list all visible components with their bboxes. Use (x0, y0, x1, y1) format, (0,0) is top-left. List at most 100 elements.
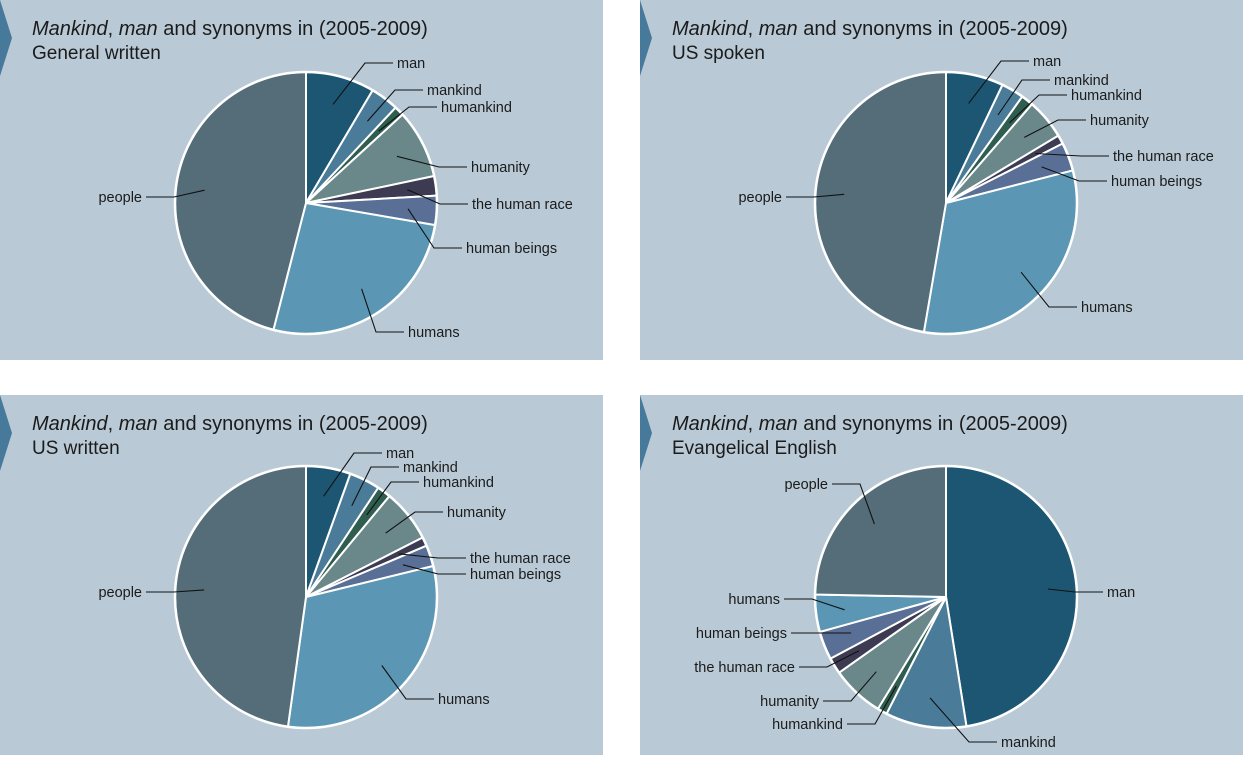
title-rest: and synonyms in (2005-2009) (803, 413, 1068, 435)
leader-line-humanity (1024, 119, 1086, 138)
leader-line-human-beings (1041, 166, 1107, 182)
title-italic-man: man (118, 413, 158, 435)
chart-subtitle: US written (32, 438, 120, 459)
slice-label-mankind: mankind (403, 460, 458, 476)
title-italic-mankind: Mankind (32, 18, 108, 40)
slice-label-humankind: humankind (772, 717, 843, 733)
leader-line-the-human-race (398, 553, 466, 559)
title-italic-man: man (758, 413, 798, 435)
slice-label-people: people (738, 190, 782, 206)
slice-label-humanity: humanity (447, 505, 507, 521)
chart-panel-us-written: Mankind, man and synonyms in (2005-2009)… (0, 395, 603, 755)
leader-line-people (146, 189, 205, 198)
slice-label-humanity: humanity (471, 160, 531, 176)
leader-line-people (146, 589, 205, 593)
slice-label-the-human-race: the human race (1113, 149, 1214, 165)
leader-line-humankind (378, 106, 437, 132)
title-rest: and synonyms in (2005-2009) (803, 18, 1068, 40)
slice-label-humankind: humankind (441, 100, 512, 116)
chart-subtitle: General written (32, 43, 161, 64)
title-separator: , (747, 413, 754, 435)
slice-label-human-beings: human beings (1111, 174, 1202, 190)
panel-corner-tab (0, 395, 12, 471)
chart-subtitle: Evangelical English (672, 438, 837, 459)
leader-line-humans (381, 665, 434, 700)
pie-outline (173, 464, 439, 730)
slice-label-humanity: humanity (1090, 113, 1150, 129)
leader-line-human-beings (402, 564, 466, 575)
slice-label-humans: humans (408, 325, 460, 341)
leader-line-mankind (366, 89, 423, 122)
leader-line-the-human-race (407, 189, 468, 205)
chart-subtitle: US spoken (672, 43, 765, 64)
chart-title: Mankind, man and synonyms in (2005-2009) (32, 412, 428, 436)
leader-line-the-human-race (799, 650, 860, 668)
slice-label-people: people (98, 190, 142, 206)
title-italic-man: man (118, 18, 158, 40)
pie-slice-man (945, 465, 1078, 728)
pie-outline (813, 70, 1079, 336)
title-rest: and synonyms in (2005-2009) (163, 18, 428, 40)
slice-label-humans: humans (438, 692, 490, 708)
slice-label-humans: humans (1081, 300, 1133, 316)
title-separator: , (107, 18, 114, 40)
slice-label-humankind: humankind (423, 475, 494, 491)
pie-slice-people (174, 465, 307, 728)
leader-line-humankind (366, 481, 419, 516)
chart-panel-evangelical-english: Mankind, man and synonyms in (2005-2009)… (640, 395, 1243, 755)
title-rest: and synonyms in (2005-2009) (163, 413, 428, 435)
slice-label-humanity: humanity (760, 694, 820, 710)
leader-line-people (832, 483, 875, 525)
slice-label-human-beings: human beings (696, 626, 787, 642)
slice-label-the-human-race: the human race (694, 660, 795, 676)
slice-label-humankind: humankind (1071, 88, 1142, 104)
leader-line-mankind (351, 466, 399, 506)
panel-corner-tab (640, 395, 652, 471)
leader-line-humanity (396, 155, 467, 168)
chart-panel-us-spoken: Mankind, man and synonyms in (2005-2009)… (640, 0, 1243, 360)
leader-line-humankind (847, 685, 897, 725)
leader-line-man (332, 62, 393, 105)
pie-outline (813, 464, 1079, 730)
title-separator: , (747, 18, 754, 40)
title-italic-man: man (758, 18, 798, 40)
chart-title: Mankind, man and synonyms in (2005-2009) (672, 412, 1068, 436)
leader-line-humans (361, 288, 404, 333)
leader-line-mankind (997, 79, 1050, 116)
slice-label-the-human-race: the human race (470, 551, 571, 567)
slice-label-humans: humans (728, 592, 780, 608)
slice-label-man: man (1033, 54, 1061, 70)
leader-line-humans (784, 598, 845, 611)
chart-title: Mankind, man and synonyms in (2005-2009) (672, 17, 1068, 41)
leader-line-people (786, 193, 845, 198)
chart-title: Mankind, man and synonyms in (2005-2009) (32, 17, 428, 41)
slice-label-human-beings: human beings (466, 241, 557, 257)
title-italic-mankind: Mankind (32, 413, 108, 435)
leader-line-humans (1020, 271, 1077, 308)
slice-label-mankind: mankind (427, 83, 482, 99)
leader-line-human-beings (407, 208, 462, 249)
leader-line-man (1047, 588, 1103, 593)
slice-label-mankind: mankind (1001, 735, 1056, 751)
slice-label-man: man (1107, 585, 1135, 601)
title-separator: , (107, 413, 114, 435)
slice-label-human-beings: human beings (470, 567, 561, 583)
panel-corner-tab (0, 0, 12, 76)
slice-label-the-human-race: the human race (472, 197, 573, 213)
chart-panel-general-written: Mankind, man and synonyms in (2005-2009)… (0, 0, 603, 360)
leader-line-man (323, 452, 382, 497)
leader-line-the-human-race (1035, 152, 1109, 157)
pie-slice-people (814, 465, 947, 598)
slice-label-people: people (784, 477, 828, 493)
leader-line-man (968, 60, 1029, 104)
title-italic-mankind: Mankind (672, 18, 748, 40)
pie-slice-people (814, 71, 947, 334)
slice-label-man: man (386, 446, 414, 462)
slice-label-people: people (98, 585, 142, 601)
panel-corner-tab (640, 0, 652, 76)
title-italic-mankind: Mankind (672, 413, 748, 435)
slice-label-mankind: mankind (1054, 73, 1109, 89)
